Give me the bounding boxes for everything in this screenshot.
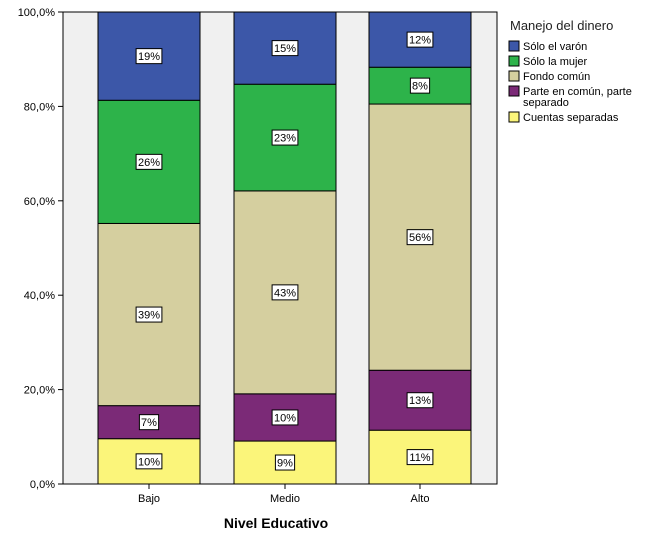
data-label-box [271, 40, 299, 57]
legend-label: Parte en común, parte [523, 86, 632, 98]
data-label-box [135, 306, 163, 323]
data-label-box [274, 454, 296, 471]
legend-swatch [508, 85, 520, 97]
legend-swatch [508, 55, 520, 67]
data-label: 10% [274, 412, 296, 424]
data-label-box [271, 409, 299, 426]
data-label: 7% [141, 417, 157, 429]
data-label-box [135, 453, 163, 470]
data-label: 26% [138, 157, 160, 169]
legend-label: Sólo la mujer [523, 56, 588, 68]
data-label: 9% [277, 458, 293, 470]
x-tick-label: Medio [270, 493, 300, 505]
data-label: 23% [274, 133, 296, 145]
data-label-box [271, 129, 299, 146]
legend-swatch [508, 40, 520, 52]
data-label-box [406, 31, 434, 48]
legend-label: Sólo el varón [523, 41, 587, 53]
data-label: 11% [409, 452, 430, 464]
data-label-box [409, 77, 431, 94]
y-tick-label: 20,0% [24, 385, 55, 397]
data-label-box [406, 392, 434, 409]
y-tick-label: 60,0% [24, 196, 55, 208]
data-label: 39% [138, 310, 160, 322]
legend-label: Cuentas separadas [523, 112, 619, 124]
legend-label: separado [523, 97, 569, 109]
legend-title: Manejo del dinero [510, 18, 613, 33]
x-tick-label: Bajo [138, 493, 160, 505]
data-label-box [138, 414, 160, 431]
legend-swatch [508, 70, 520, 82]
data-label-box [135, 153, 163, 170]
data-label: 56% [409, 232, 431, 244]
data-label-box [406, 449, 434, 466]
data-label: 8% [412, 81, 428, 93]
y-tick-label: 0,0% [30, 479, 55, 491]
y-tick-label: 100,0% [18, 7, 56, 19]
data-label: 10% [138, 456, 160, 468]
data-label: 13% [409, 395, 431, 407]
x-axis-title: Nivel Educativo [224, 515, 328, 531]
legend-label: Fondo común [523, 71, 590, 83]
y-tick-label: 40,0% [24, 290, 55, 302]
data-label-box [135, 48, 163, 65]
data-label-box [271, 284, 299, 301]
x-tick-label: Alto [411, 493, 430, 505]
data-label: 15% [274, 43, 296, 55]
legend-swatch [508, 111, 520, 123]
data-label: 12% [409, 35, 431, 47]
data-label: 19% [138, 51, 160, 63]
data-label-box [406, 229, 434, 246]
y-tick-label: 80,0% [24, 101, 55, 113]
data-label: 43% [274, 287, 296, 299]
